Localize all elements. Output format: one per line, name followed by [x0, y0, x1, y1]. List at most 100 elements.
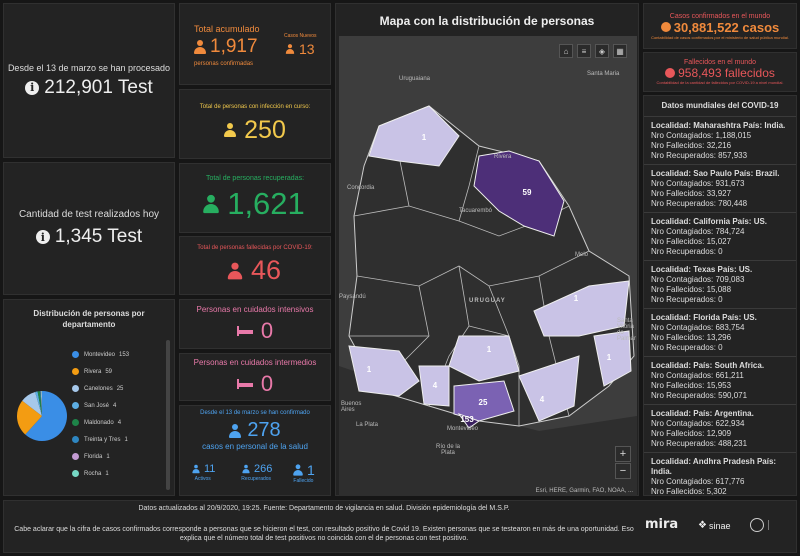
map-count: 1: [487, 345, 492, 354]
zoom-out-button[interactable]: −: [615, 463, 631, 479]
legend-scrollbar[interactable]: [166, 340, 170, 490]
personal-salud-panel: Desde el 13 de marzo se han confirmado 2…: [179, 405, 331, 496]
en-curso-panel: Total de personas con infección en curso…: [179, 89, 331, 159]
world-data-row[interactable]: Localidad: País: South Africa. Nro Contag…: [644, 357, 796, 405]
map-canvas[interactable]: 1 59 1 1 1 4 25 4 153 1 Uruguaiana Santa…: [339, 36, 637, 496]
map-place-label: Concordia: [347, 185, 375, 191]
map-title: Mapa con la distribución de personas: [379, 14, 595, 28]
world-data-list[interactable]: Localidad: Maharashtra País: India. Nro C…: [644, 116, 796, 495]
world-data-row[interactable]: Localidad: Florida País: US. Nro Contagia…: [644, 309, 796, 357]
donut-slice[interactable]: [25, 391, 67, 441]
world-row-fall: Nro Fallecidos: 15,088: [651, 285, 732, 294]
map-attribution: Esri, HERE, Garmin, FAO, NOAA, ...: [535, 488, 633, 494]
legend-item[interactable]: Maldonado 4: [72, 414, 162, 431]
world-row-cont: Nro Contagiados: 617,776: [651, 477, 745, 486]
legend-item[interactable]: Florida 1: [72, 448, 162, 465]
map-count: 4: [540, 395, 545, 404]
department-title: Distribución de personas por departament…: [33, 309, 145, 329]
world-data-row[interactable]: Localidad: Texas País: US. Nro Contagiado…: [644, 261, 796, 309]
legend-value: 59: [105, 368, 113, 375]
world-row-loc: Localidad: País: Argentina.: [651, 409, 754, 418]
legend-swatch: [72, 368, 79, 375]
world-row-cont: Nro Contagiados: 931,673: [651, 179, 745, 188]
world-row-fall: Nro Fallecidos: 13,296: [651, 333, 732, 342]
tests-total-panel: Desde el 13 de marzo se han procesado i …: [3, 3, 175, 158]
legend-item[interactable]: Canelones 25: [72, 380, 162, 397]
layers-icon[interactable]: ◈: [595, 44, 609, 58]
person-icon: [293, 464, 303, 476]
world-row-cont: Nro Contagiados: 622,934: [651, 419, 745, 428]
world-deaths-label: Fallecidos en el mundo: [684, 59, 756, 66]
legend-item[interactable]: Montevideo 153: [72, 346, 162, 363]
legend-swatch: [72, 419, 79, 426]
legend-item[interactable]: Rocha 1: [72, 465, 162, 482]
world-deaths-value: 958,493 fallecidos: [678, 66, 775, 80]
legend-label: San José: [84, 402, 110, 409]
world-row-loc: Localidad: California País: US.: [651, 217, 768, 226]
map-count: 1: [422, 133, 427, 142]
legend-label: Maldonado: [84, 419, 114, 426]
msp-seal-icon: [750, 518, 764, 532]
fallecidos-value: 46: [250, 255, 282, 285]
home-icon[interactable]: ⌂: [559, 44, 573, 58]
map-count: 25: [479, 398, 488, 407]
list-icon[interactable]: ≡: [577, 44, 591, 58]
world-data-row[interactable]: Localidad: Sao Paulo País: Brazil. Nro Co…: [644, 165, 796, 213]
legend-swatch: [72, 402, 79, 409]
world-row-loc: Localidad: País: South Africa.: [651, 361, 765, 370]
world-data-row[interactable]: Localidad: País: Argentina. Nro Contagiad…: [644, 405, 796, 453]
world-row-rec: Nro Recuperados: 857,933: [651, 151, 748, 160]
world-row-rec: Nro Recuperados: 488,231: [651, 439, 748, 448]
donut-slice[interactable]: [40, 391, 42, 416]
map-count: 1: [367, 365, 372, 374]
qr-icon[interactable]: ▦: [613, 44, 627, 58]
world-row-rec: Nro Recuperados: 0: [651, 295, 723, 304]
map-count: 4: [433, 381, 438, 390]
world-row-loc: Localidad: Andhra Pradesh País: India.: [651, 457, 777, 476]
map-place-label: Santa Maria: [587, 71, 620, 77]
world-data-row[interactable]: Localidad: California País: US. Nro Conta…: [644, 213, 796, 261]
map-panel: Mapa con la distribución de personas: [335, 3, 639, 496]
donut-slice[interactable]: [35, 391, 42, 416]
map-count: 59: [523, 188, 532, 197]
footer-note: Cabe aclarar que la cifra de casos confi…: [14, 526, 634, 542]
footer-updated: Datos actualizados al 20/9/2020, 19:25. …: [138, 505, 510, 512]
donut-slice[interactable]: [22, 391, 42, 416]
map-count: 1: [574, 294, 579, 303]
world-cases-panel: Casos confirmados en el mundo 30,881,522…: [643, 3, 797, 49]
donut-slice[interactable]: [37, 391, 42, 416]
legend-item[interactable]: San José 4: [72, 397, 162, 414]
world-data-row[interactable]: Localidad: Maharashtra País: India. Nro C…: [644, 117, 796, 165]
donut-slice[interactable]: [16, 400, 42, 435]
salud-activos-label: Activos: [194, 476, 211, 482]
info-icon: i: [25, 80, 40, 95]
legend-item[interactable]: Rivera 59: [72, 363, 162, 380]
world-data-title: Datos mundiales del COVID-19: [661, 101, 779, 110]
total-acumulado-label: Total acumulado: [194, 24, 260, 34]
alert-icon: [665, 68, 676, 78]
world-row-rec: Nro Recuperados: 590,071: [651, 391, 748, 400]
intermedios-value: 0: [260, 370, 274, 396]
map-place-label: La Plata: [356, 422, 379, 428]
zoom-in-button[interactable]: +: [615, 446, 631, 462]
donut-slice[interactable]: [40, 391, 42, 416]
intermedios-panel: Personas en cuidados intermedios 0: [179, 353, 331, 401]
world-cases-note: Contabilidad de casos confirmados por el…: [651, 34, 789, 40]
world-row-cont: Nro Contagiados: 709,083: [651, 275, 745, 284]
tests-today-label: Cantidad de test realizados hoy: [18, 209, 160, 220]
world-row-loc: Localidad: Sao Paulo País: Brazil.: [651, 169, 780, 178]
legend-item[interactable]: Treinta y Tres 1: [72, 431, 162, 448]
legend-value: 4: [113, 402, 117, 409]
recuperadas-panel: Total de personas recuperadas: 1,621: [179, 163, 331, 233]
casos-nuevos-value: 13: [299, 41, 315, 57]
world-row-cont: Nro Contagiados: 784,724: [651, 227, 745, 236]
uruguay-map[interactable]: 1 59 1 1 1 4 25 4 153 1: [339, 36, 637, 496]
donut-slice[interactable]: [41, 391, 42, 416]
person-icon: [227, 262, 243, 279]
legend-label: Montevideo: [84, 351, 116, 358]
world-data-row[interactable]: Localidad: Andhra Pradesh País: India. Nr…: [644, 453, 796, 495]
total-acumulado-panel: Total acumulado 1,917 personas confirmad…: [179, 3, 331, 85]
intensivos-panel: Personas en cuidados intensivos 0: [179, 299, 331, 349]
world-row-fall: Nro Fallecidos: 33,927: [651, 189, 732, 198]
casos-nuevos-label: Casos Nuevos: [284, 33, 317, 39]
